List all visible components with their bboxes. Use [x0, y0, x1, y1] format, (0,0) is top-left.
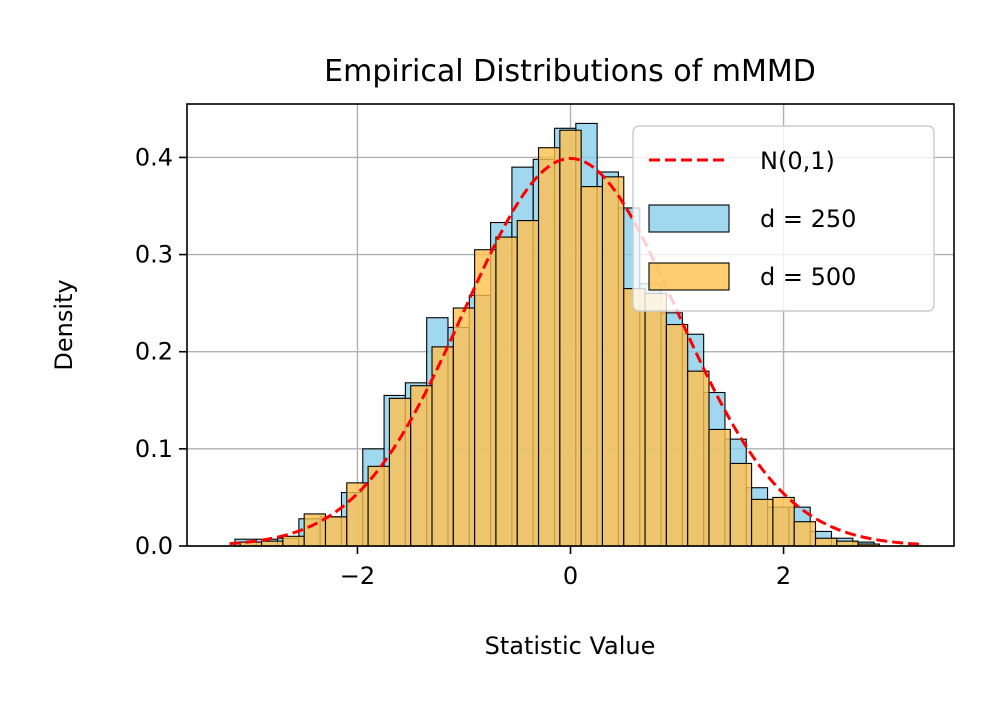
bar-d500 [687, 370, 710, 547]
y-axis-ticks: 0.0 0.1 0.2 0.3 0.4 [135, 143, 187, 560]
normal-pdf-layer [229, 156, 923, 546]
bar-d500 [559, 129, 582, 547]
bar-d500 [537, 147, 561, 547]
y-axis-title: Density [50, 279, 78, 370]
x-tick-label: −2 [340, 562, 375, 590]
x-axis-title: Statistic Value [485, 632, 656, 660]
bar-d500 [814, 537, 838, 547]
bar-d500 [793, 521, 817, 547]
legend-label: d = 250 [760, 205, 856, 233]
y-tick-label: 0.4 [135, 143, 173, 171]
bar-d500 [623, 288, 646, 547]
legend-label: N(0,1) [760, 147, 835, 175]
bar-d500 [431, 346, 454, 547]
bar-d500 [772, 496, 795, 547]
bar-d500 [644, 292, 667, 547]
legend-label: d = 500 [760, 263, 856, 291]
bar-d500 [452, 307, 476, 547]
y-tick-label: 0.1 [135, 435, 173, 463]
bar-d500 [580, 186, 604, 547]
bar-d500 [388, 397, 412, 547]
y-tick-label: 0.0 [135, 532, 173, 560]
bar-d500 [708, 428, 731, 547]
x-tick-label: 0 [563, 562, 578, 590]
bar-d500 [410, 385, 433, 547]
bar-d500 [324, 516, 348, 547]
bar-d500 [516, 220, 540, 547]
y-tick-label: 0.2 [135, 338, 173, 366]
bar-d500 [729, 462, 753, 547]
bar-d500 [282, 535, 305, 547]
bar-d500 [346, 482, 369, 547]
bar-d500 [495, 236, 518, 547]
bar-d500 [474, 249, 497, 547]
bar-d500 [751, 498, 774, 547]
legend: N(0,1) d = 250 d = 500 [632, 125, 935, 312]
legend-swatch-patch [648, 204, 730, 233]
chart-title: Empirical Distributions of mMMD [324, 54, 816, 89]
bar-d500 [601, 176, 625, 547]
x-axis-ticks: −2 0 2 [340, 546, 791, 590]
bar-d500 [665, 323, 689, 547]
normal-pdf-curve [229, 156, 923, 546]
legend-swatch-patch [648, 262, 730, 291]
y-tick-label: 0.3 [135, 241, 173, 269]
x-tick-label: 2 [776, 562, 791, 590]
